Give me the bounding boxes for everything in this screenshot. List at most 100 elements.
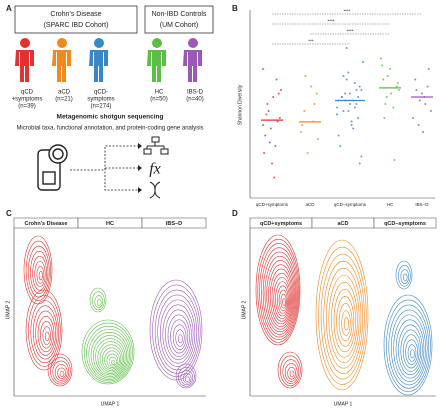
point: [347, 110, 350, 112]
point: [415, 89, 418, 91]
point: [310, 85, 313, 88]
point: [271, 162, 273, 165]
contour-line: [273, 277, 291, 319]
point: [427, 68, 430, 70]
head: [188, 38, 198, 48]
contour-line: [386, 299, 431, 392]
cohort-subtitle: (SPARC IBD Cohort): [44, 22, 109, 29]
cohort-box: [14, 5, 138, 34]
point: [316, 138, 319, 140]
group-label: IBS-D: [187, 90, 204, 96]
point: [344, 92, 347, 95]
arrows: [70, 145, 138, 191]
contour-line: [92, 291, 105, 311]
point: [353, 106, 356, 109]
point: [382, 78, 385, 81]
contour-line: [383, 294, 433, 396]
contour-line: [271, 272, 292, 322]
body: [89, 50, 108, 82]
point: [345, 47, 348, 49]
point: [385, 96, 388, 98]
body: [52, 50, 71, 82]
cohort-title: Crohn's Disease: [50, 11, 101, 18]
head: [94, 38, 104, 48]
person-icon: [147, 38, 166, 82]
facet-label: qCD–symptoms: [384, 221, 426, 227]
contour-line: [318, 246, 367, 385]
point: [396, 82, 399, 84]
contour-line: [30, 250, 49, 294]
point: [303, 110, 306, 112]
group-label: (n=274): [91, 104, 112, 110]
group-label: qCD-: [94, 90, 108, 96]
contour-line: [149, 279, 203, 381]
point: [345, 78, 348, 81]
contour-line: [111, 359, 116, 365]
contour-line: [108, 356, 117, 367]
body: [183, 50, 202, 82]
head: [152, 38, 162, 48]
contour-line: [81, 319, 135, 385]
point: [358, 85, 361, 88]
contour-line: [276, 285, 289, 314]
group-label: (n=40): [186, 97, 204, 103]
contour-line: [328, 274, 360, 364]
contour-line: [175, 363, 197, 389]
contour-line: [89, 287, 107, 313]
point: [276, 120, 279, 123]
contour-line: [400, 329, 422, 372]
contour-line: [97, 341, 125, 374]
point: [422, 131, 425, 133]
point: [273, 176, 276, 179]
contour-line: [284, 363, 298, 382]
method-title: Metagenomic shotgun sequencing: [57, 114, 164, 121]
density-contour: [175, 363, 197, 389]
contour-line: [37, 315, 55, 353]
contour-line: [152, 284, 201, 377]
point: [392, 106, 395, 109]
point: [336, 106, 338, 109]
contour-line: [40, 321, 53, 349]
contour-line: [390, 309, 428, 386]
density-contour: [81, 319, 135, 385]
contour-line: [275, 281, 290, 317]
density-contour: [25, 289, 63, 371]
contour-line: [57, 367, 66, 379]
y-axis-label: UMAP 2: [5, 301, 11, 320]
contour-line: [83, 322, 133, 383]
contour-line: [277, 351, 303, 389]
x-tick-label: HC: [387, 202, 394, 207]
point: [313, 103, 316, 105]
point: [280, 89, 282, 91]
point: [262, 68, 264, 70]
function-icon: fx: [149, 161, 161, 178]
group-label: (n=21): [55, 97, 73, 103]
contour-line: [343, 317, 349, 331]
contour-line: [96, 299, 102, 306]
contour-line: [170, 319, 189, 354]
x-axis-label: UMAP 1: [334, 401, 353, 407]
point: [393, 159, 396, 161]
contour-line: [264, 255, 296, 333]
point: [360, 89, 363, 91]
body: [15, 50, 34, 82]
point: [265, 113, 268, 116]
point: [360, 155, 363, 158]
point: [355, 103, 358, 105]
contour-line: [165, 309, 192, 361]
point: [349, 103, 351, 105]
y-axis-label: UMAP 2: [241, 301, 247, 320]
contour-line: [32, 255, 47, 291]
dna-icon: [149, 181, 161, 199]
point: [389, 68, 391, 70]
facet-label: qCD+symptoms: [260, 221, 302, 227]
contour-line: [159, 299, 196, 367]
point: [274, 145, 277, 147]
significance-label: ****: [343, 9, 350, 14]
contour-line: [34, 260, 46, 288]
cohort-subtitle: (UM Cohort): [160, 22, 199, 29]
contour-line: [325, 267, 362, 369]
sequencer-icon: [37, 144, 68, 191]
contour-line: [30, 300, 60, 364]
